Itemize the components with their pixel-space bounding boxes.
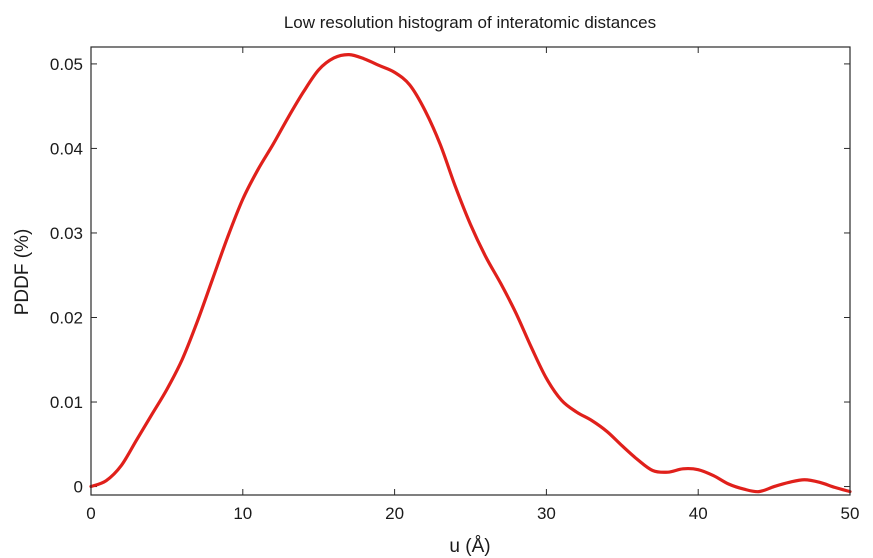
plot-series — [89, 53, 852, 494]
y-tick-label: 0 — [74, 478, 83, 497]
y-tick-label: 0.04 — [50, 139, 83, 158]
x-axis-label: u (Å) — [449, 536, 490, 557]
y-axis-label: PDDF (%) — [12, 229, 33, 316]
axis-ticks: 0 10 20 30 40 50 0 0.01 0.02 0.03 0.04 0.05 — [50, 47, 860, 523]
x-tick-label: 0 — [86, 504, 95, 523]
x-tick-label: 10 — [233, 504, 252, 523]
y-tick-label: 0.02 — [50, 308, 83, 327]
series-line — [89, 53, 852, 494]
y-tick-label: 0.01 — [50, 393, 83, 412]
plot-frame — [90, 46, 851, 496]
x-tick-label: 40 — [689, 504, 708, 523]
x-tick-label: 50 — [841, 504, 860, 523]
chart-title: Low resolution histogram of interatomic … — [284, 13, 656, 32]
y-tick-label: 0.05 — [50, 55, 83, 74]
y-tick-label: 0.03 — [50, 224, 83, 243]
x-tick-label: 20 — [385, 504, 404, 523]
x-tick-label: 30 — [537, 504, 556, 523]
